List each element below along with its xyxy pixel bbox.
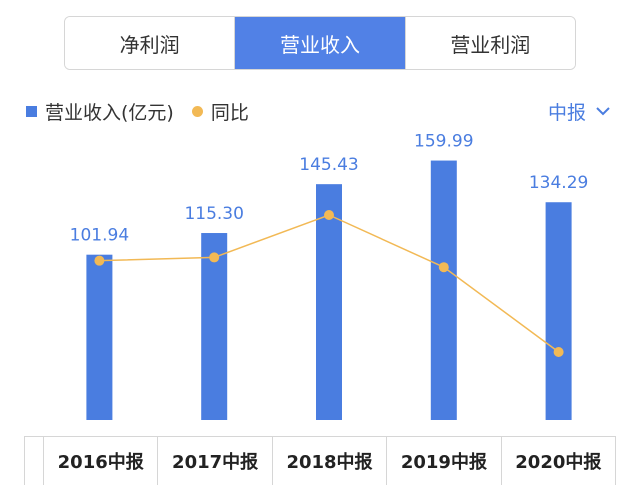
chart-legend: 营业收入(亿元) 同比 bbox=[26, 98, 249, 125]
tab-revenue[interactable]: 营业收入 bbox=[234, 17, 405, 69]
metric-tabs: 净利润 营业收入 营业利润 bbox=[64, 16, 576, 70]
bar-value-label: 101.94 bbox=[70, 226, 129, 246]
bar bbox=[86, 254, 113, 420]
yoy-point bbox=[209, 252, 220, 263]
x-tick-label: 2016中报 bbox=[44, 437, 159, 485]
period-selector[interactable]: 中报 bbox=[548, 98, 610, 125]
bar-value-label: 159.99 bbox=[414, 132, 473, 152]
yoy-point bbox=[324, 210, 334, 220]
legend-line-label: 同比 bbox=[210, 102, 249, 124]
legend-line-swatch bbox=[191, 106, 203, 117]
x-axis-lead-cell bbox=[25, 437, 44, 485]
revenue-chart: 101.94 115.30 145.43 159.99 134.29 bbox=[70, 132, 588, 420]
x-tick-label: 2018中报 bbox=[273, 437, 388, 485]
bar bbox=[201, 233, 228, 420]
x-tick-label: 2019中报 bbox=[387, 437, 502, 485]
bar bbox=[430, 160, 457, 420]
x-axis: 2016中报 2017中报 2018中报 2019中报 2020中报 bbox=[24, 436, 616, 485]
tab-operating-profit[interactable]: 营业利润 bbox=[404, 17, 575, 69]
bar-value-label: 145.43 bbox=[299, 155, 358, 175]
tab-net-profit[interactable]: 净利润 bbox=[65, 17, 235, 69]
period-selector-label: 中报 bbox=[547, 102, 586, 124]
bar-value-label: 134.29 bbox=[529, 173, 588, 193]
x-tick-label: 2017中报 bbox=[158, 437, 273, 485]
yoy-point bbox=[438, 262, 449, 273]
legend-bar-swatch bbox=[26, 106, 37, 117]
bar-value-label: 115.30 bbox=[184, 204, 243, 224]
yoy-point bbox=[94, 255, 105, 266]
x-tick-label: 2020中报 bbox=[515, 452, 602, 473]
legend-bar-label: 营业收入(亿元) bbox=[45, 102, 174, 124]
yoy-point bbox=[553, 347, 564, 357]
bar bbox=[316, 184, 342, 420]
bar bbox=[545, 202, 572, 420]
chevron-down-icon bbox=[596, 107, 610, 116]
